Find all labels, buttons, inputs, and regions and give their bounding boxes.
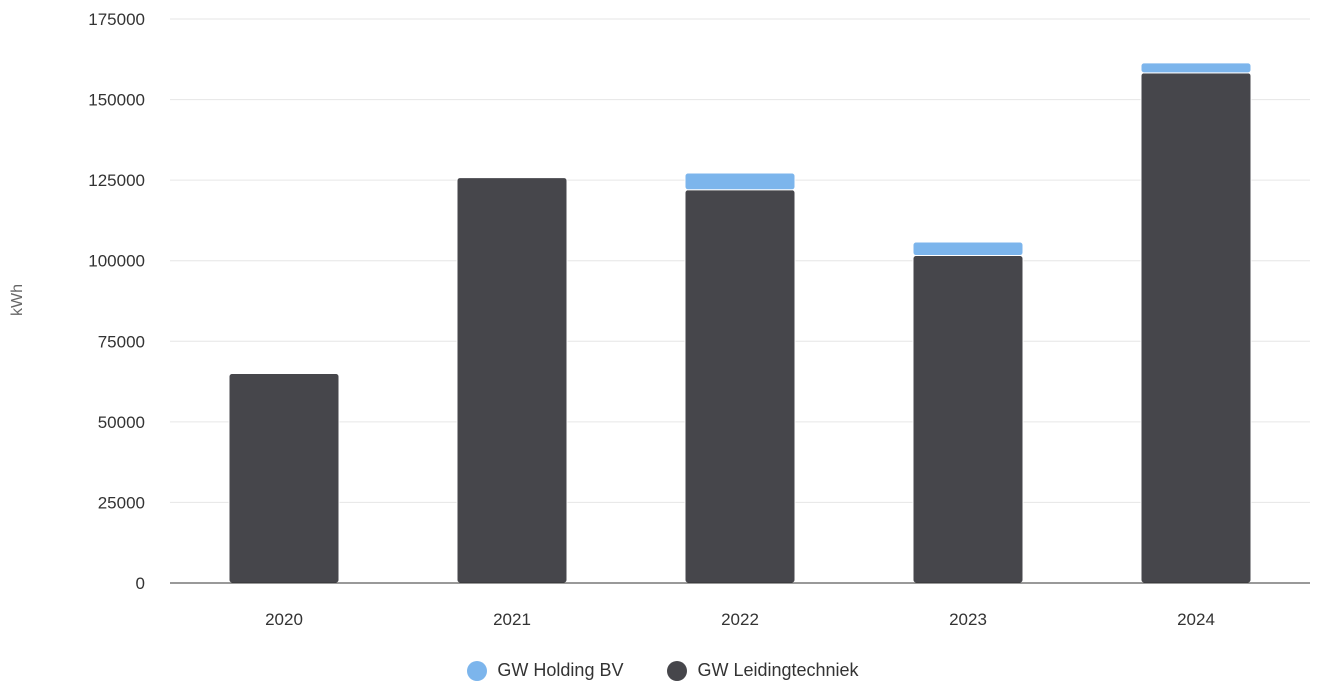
x-tick-label: 2021 xyxy=(493,610,531,629)
y-tick-label: 125000 xyxy=(88,171,145,190)
x-tick-label: 2022 xyxy=(721,610,759,629)
bar-gw-holding-bv-2022[interactable] xyxy=(684,172,796,191)
x-axis-ticks: 2020 2021 2022 2023 2024 xyxy=(265,610,1215,629)
bar-gw-holding-bv-2023[interactable] xyxy=(912,241,1024,257)
legend-label-gw-holding-bv: GW Holding BV xyxy=(497,660,624,680)
y-tick-label: 100000 xyxy=(88,252,145,271)
y-tick-label: 25000 xyxy=(98,493,145,512)
x-tick-label: 2020 xyxy=(265,610,303,629)
x-tick-label: 2024 xyxy=(1177,610,1215,629)
y-tick-label: 75000 xyxy=(98,332,145,351)
bar-gw-leidingtechniek-2020[interactable] xyxy=(228,373,340,584)
legend-label-gw-leidingtechniek: GW Leidingtechniek xyxy=(697,660,859,680)
bars xyxy=(228,62,1252,584)
y-tick-label: 50000 xyxy=(98,413,145,432)
bar-gw-leidingtechniek-2022[interactable] xyxy=(684,189,796,584)
y-axis-ticks: 0 25000 50000 75000 100000 125000 150000 175000 xyxy=(88,10,145,593)
y-tick-label: 150000 xyxy=(88,91,145,110)
legend-swatch-gw-leidingtechniek xyxy=(667,660,688,681)
legend-item-gw-holding-bv[interactable]: GW Holding BV xyxy=(467,660,623,681)
bar-gw-holding-bv-2024[interactable] xyxy=(1140,62,1252,74)
y-axis-title: kWh xyxy=(9,284,26,316)
legend: GW Holding BV GW Leidingtechniek xyxy=(0,660,1326,681)
y-tick-label: 175000 xyxy=(88,10,145,29)
bar-gw-leidingtechniek-2023[interactable] xyxy=(912,255,1024,584)
x-tick-label: 2023 xyxy=(949,610,987,629)
legend-swatch-gw-holding-bv xyxy=(467,660,488,681)
legend-item-gw-leidingtechniek[interactable]: GW Leidingtechniek xyxy=(667,660,859,681)
y-tick-label: 0 xyxy=(136,574,145,593)
bar-gw-leidingtechniek-2021[interactable] xyxy=(456,177,568,584)
bar-gw-leidingtechniek-2024[interactable] xyxy=(1140,72,1252,584)
